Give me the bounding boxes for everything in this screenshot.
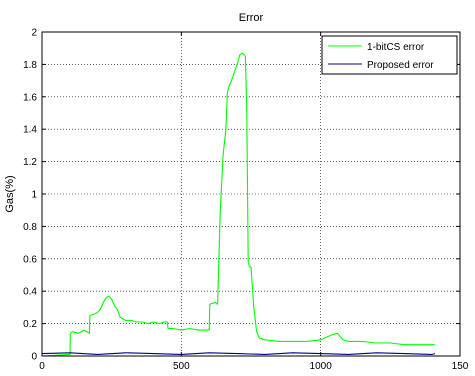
y-tick-label: 0.6 — [23, 254, 37, 265]
y-tick-label: 1.6 — [23, 92, 37, 103]
grid — [42, 32, 460, 356]
plot-area — [42, 32, 460, 356]
series-line-1 — [41, 352, 436, 355]
y-tick-label: 1.8 — [23, 60, 37, 71]
y-tick-label: 1.4 — [23, 125, 37, 136]
chart-title: Error — [239, 12, 264, 24]
x-tick-label: 0 — [39, 361, 45, 372]
y-axis-label: Gas(%) — [4, 175, 16, 212]
legend: 1-bitCS error Proposed error — [321, 35, 458, 75]
y-tick-label: 0.2 — [23, 319, 37, 330]
legend-box — [321, 35, 458, 75]
y-tick-label: 0.8 — [23, 222, 37, 233]
y-tick-label: 1 — [31, 190, 37, 201]
legend-label-1bitcs: 1-bitCS error — [367, 42, 425, 53]
legend-label-proposed: Proposed error — [367, 60, 434, 71]
x-tick-label: 150 — [452, 361, 469, 372]
y-tick-label: 1.2 — [23, 157, 37, 168]
x-tick-label: 1000 — [310, 361, 333, 372]
y-tick-label: 0.4 — [23, 287, 37, 298]
y-tick-label: 0 — [31, 352, 37, 363]
x-tick-label: 500 — [173, 361, 190, 372]
y-tick-label: 2 — [31, 28, 37, 39]
series-line-0 — [41, 52, 435, 357]
series-layer — [41, 52, 436, 357]
